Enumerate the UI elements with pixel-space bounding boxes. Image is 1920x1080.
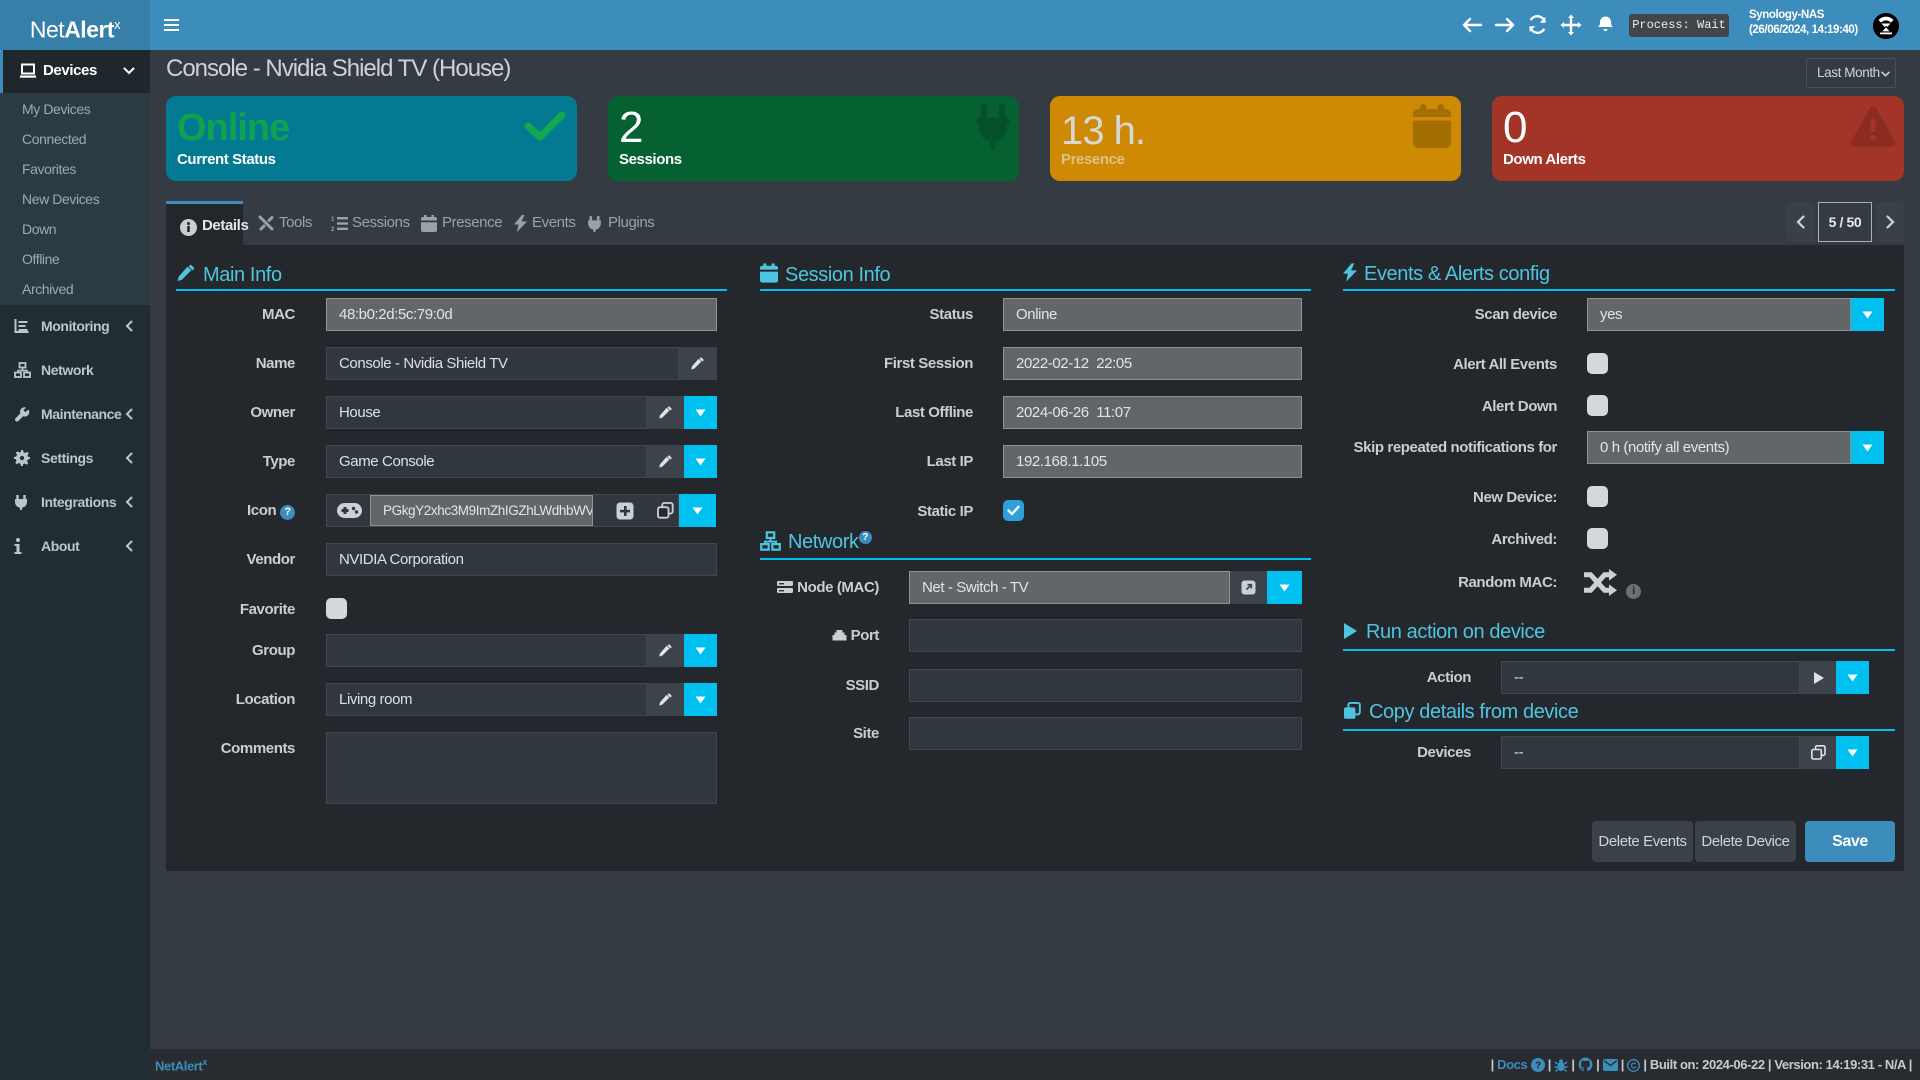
svg-text:2: 2 bbox=[331, 227, 335, 232]
svg-text:?: ? bbox=[1535, 1061, 1541, 1072]
svg-text:C: C bbox=[1631, 1061, 1637, 1070]
svg-text:1: 1 bbox=[331, 217, 335, 223]
